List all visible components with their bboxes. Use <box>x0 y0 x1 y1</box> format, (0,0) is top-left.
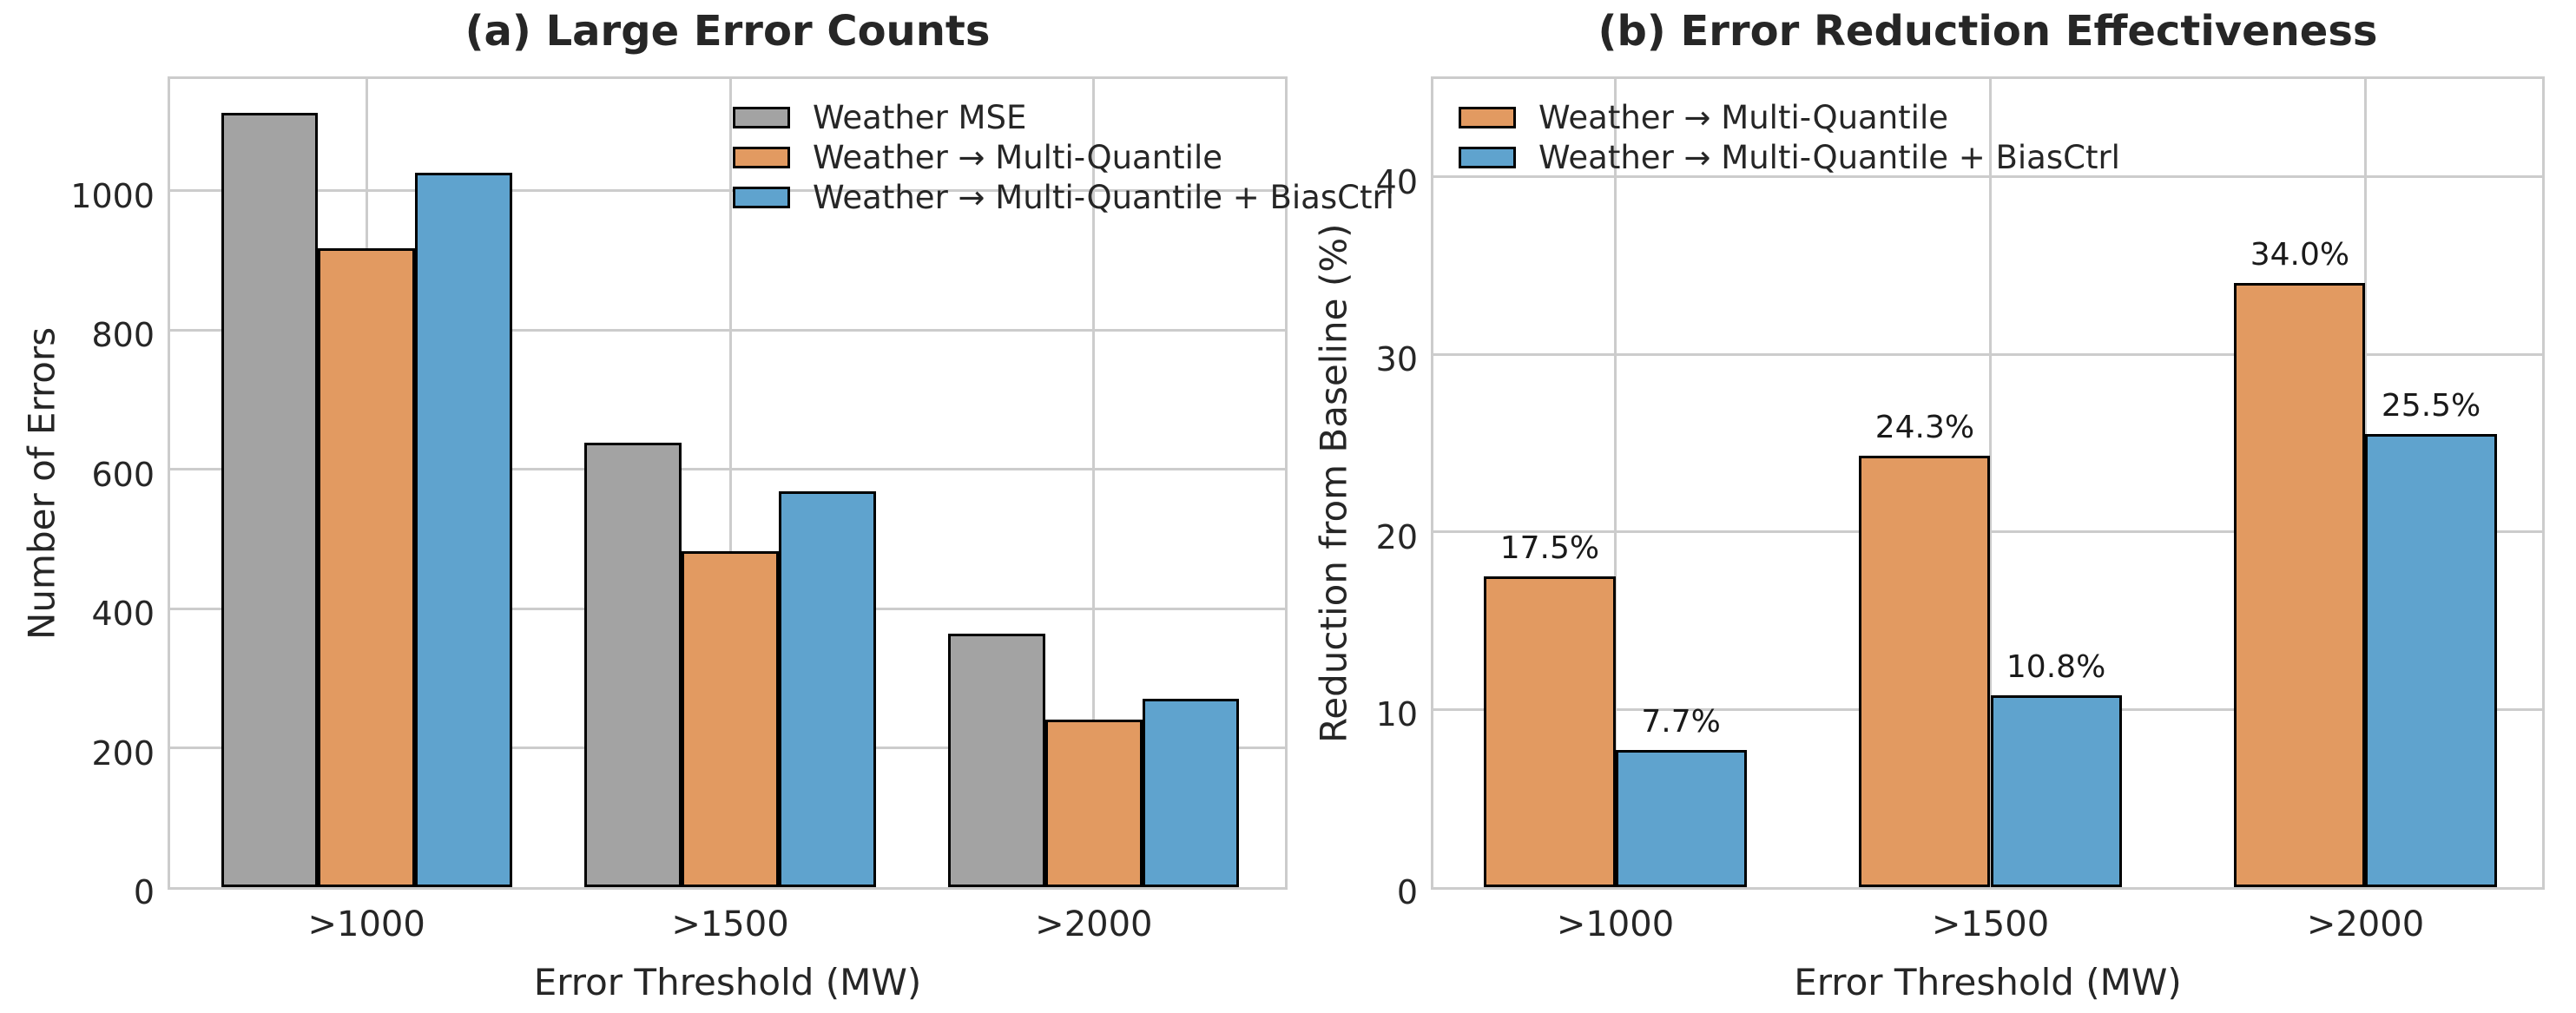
gridline <box>170 328 1285 332</box>
y-tick-label: 30 <box>1375 340 1418 379</box>
y-tick-label: 1000 <box>70 176 155 215</box>
bar-value-label: 34.0% <box>2250 237 2350 273</box>
legend-item-weather-multi-quantile: Weather → Multi-Quantile <box>733 137 1394 177</box>
legend-label: Weather → Multi-Quantile <box>1538 98 1948 136</box>
gridline <box>1092 79 1096 887</box>
bar-value-label: 24.3% <box>1874 409 1975 445</box>
gridline <box>1433 352 2542 356</box>
panel-a-y-axis-label: Number of Errors <box>20 326 63 640</box>
x-tick-label: >2000 <box>2306 904 2425 944</box>
y-tick-label: 400 <box>91 595 155 634</box>
y-tick-label: 800 <box>91 316 155 355</box>
panel-b-y-axis-label: Reduction from Baseline (%) <box>1312 223 1355 743</box>
x-tick-label: >1500 <box>1931 904 2050 944</box>
bar-weather-multi-quantile-1000 <box>1484 576 1616 887</box>
panel-error-reduction-effectiveness: (b) Error Reduction Effectiveness Reduct… <box>1313 7 2545 1003</box>
legend-item-weather-mse: Weather MSE <box>733 97 1394 137</box>
bar-weather-multi-quantile-2000 <box>2234 283 2366 887</box>
legend-swatch-icon <box>733 146 790 168</box>
y-tick-label: 10 <box>1375 695 1418 734</box>
bar-weather-multi-quantile-2000 <box>1044 720 1143 887</box>
y-tick-label: 600 <box>91 455 155 494</box>
x-tick-label: >1000 <box>307 904 425 944</box>
bar-weather-multi-quantile-1500 <box>1859 455 1991 887</box>
legend-swatch-icon <box>733 186 790 208</box>
legend-label: Weather → Multi-Quantile + BiasCtrl <box>1538 138 2120 176</box>
x-tick-label: >1500 <box>671 904 789 944</box>
y-tick-label: 20 <box>1375 517 1418 556</box>
x-tick-label: >2000 <box>1035 904 1153 944</box>
gridline <box>1433 175 2542 179</box>
gridline <box>170 468 1285 471</box>
y-tick-label: 0 <box>133 873 155 911</box>
bar-weather-mse-1500 <box>584 443 682 887</box>
legend-swatch-icon <box>1459 106 1516 128</box>
bar-weather-multi-quantile-1500 <box>682 550 779 887</box>
gridline <box>728 79 732 887</box>
bar-value-label: 25.5% <box>2381 388 2481 424</box>
legend-swatch-icon <box>1459 146 1516 168</box>
legend-item-weather-multi-quantile: Weather → Multi-Quantile <box>1459 97 2120 137</box>
bar-weather-mse-2000 <box>948 634 1045 887</box>
x-tick-label: >1000 <box>1556 904 1675 944</box>
panel-b-plot-area: 0 10 20 30 40 >1000 >1500 >2000 17.5% 24.3% 34.0% 7… <box>1376 76 2545 944</box>
bar-weather-multi-quantile-biasctrl-2000 <box>1142 698 1240 887</box>
legend-swatch-icon <box>733 106 790 128</box>
gridline <box>1614 79 1617 887</box>
gridline <box>170 189 1285 193</box>
legend-label: Weather → Multi-Quantile <box>813 138 1222 176</box>
panel-b-x-axis-label: Error Threshold (MW) <box>1794 961 2182 1003</box>
panel-a-x-axis-label: Error Threshold (MW) <box>533 961 922 1003</box>
legend-item-weather-multi-quantile-biasctrl: Weather → Multi-Quantile + BiasCtrl <box>733 177 1394 217</box>
bar-weather-multi-quantile-biasctrl-2000 <box>2365 434 2497 887</box>
bar-weather-multi-quantile-biasctrl-1500 <box>778 490 876 887</box>
panel-a-plot-area: 0 200 400 600 800 1000 >1000 >1500 >2000 Weather … <box>70 76 1394 944</box>
bar-weather-multi-quantile-1000 <box>318 248 415 887</box>
legend: Weather → Multi-Quantile Weather → Multi-… <box>1459 97 2120 177</box>
bar-weather-mse-1000 <box>221 112 319 887</box>
legend-label: Weather MSE <box>813 98 1027 136</box>
legend-label: Weather → Multi-Quantile + BiasCtrl <box>813 178 1394 216</box>
y-tick-label: 200 <box>91 733 155 773</box>
legend-item-weather-multi-quantile-biasctrl: Weather → Multi-Quantile + BiasCtrl <box>1459 137 2120 177</box>
bar-weather-multi-quantile-biasctrl-1000 <box>1615 750 1747 887</box>
bar-value-label: 7.7% <box>1641 704 1721 740</box>
bar-weather-multi-quantile-biasctrl-1000 <box>415 172 512 887</box>
bar-weather-multi-quantile-biasctrl-1500 <box>1990 695 2122 887</box>
gridline <box>1989 79 1992 887</box>
panel-large-error-counts: (a) Large Error Counts Number of Errors … <box>21 7 1394 1003</box>
y-tick-label: 0 <box>1396 873 1418 911</box>
bar-value-label: 17.5% <box>1499 530 1600 566</box>
panel-a-title: (a) Large Error Counts <box>464 7 991 56</box>
bar-value-label: 10.8% <box>2006 649 2106 686</box>
y-tick-label: 40 <box>1375 162 1418 201</box>
legend: Weather MSE Weather → Multi-Quantile Weath… <box>733 97 1394 217</box>
panel-b-title: (b) Error Reduction Effectiveness <box>1598 7 2378 56</box>
